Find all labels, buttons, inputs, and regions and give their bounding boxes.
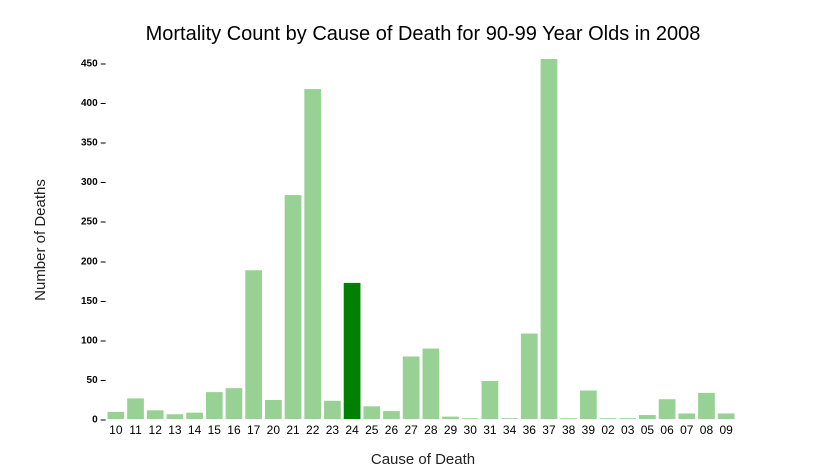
- x-tick-label: 21: [286, 423, 300, 437]
- x-tick-label: 24: [345, 423, 359, 437]
- x-tick-label: 07: [680, 423, 694, 437]
- y-tick-label: 150 –: [81, 296, 106, 307]
- x-tick-label: 17: [247, 423, 261, 437]
- x-tick-label: 38: [562, 423, 576, 437]
- bar-09[interactable]: [717, 413, 735, 419]
- x-axis-label: Cause of Death: [371, 451, 475, 468]
- bar-24[interactable]: [343, 282, 361, 419]
- x-tick-label: 15: [208, 423, 222, 437]
- bar-31[interactable]: [481, 381, 499, 419]
- bar-08[interactable]: [698, 392, 715, 419]
- x-tick-label: 08: [700, 423, 714, 437]
- bar-10[interactable]: [107, 411, 125, 419]
- bar-36[interactable]: [520, 333, 538, 419]
- x-axis-ticks: 10 11 12 13 14 15 16 17 20 21 22 23 24 25 26 27 28 29 30 31…: [109, 423, 733, 437]
- bar-14[interactable]: [186, 412, 203, 419]
- bar-27[interactable]: [402, 356, 420, 419]
- x-tick-label: 10: [109, 423, 123, 437]
- x-tick-label: 36: [523, 423, 537, 437]
- bar-07[interactable]: [678, 413, 696, 419]
- bar-22[interactable]: [304, 89, 322, 419]
- y-tick-label: 450 –: [81, 58, 106, 69]
- bar-23[interactable]: [324, 400, 341, 419]
- y-tick-label: 0 –: [92, 415, 106, 426]
- bars-group: [107, 59, 735, 419]
- bar-28[interactable]: [422, 348, 440, 419]
- x-tick-label: 05: [641, 423, 655, 437]
- bar-21[interactable]: [284, 195, 302, 419]
- bar-15[interactable]: [205, 392, 223, 419]
- bar-12[interactable]: [146, 410, 164, 419]
- bar-26[interactable]: [383, 411, 400, 419]
- x-tick-label: 25: [365, 423, 379, 437]
- x-tick-label: 20: [267, 423, 281, 437]
- x-tick-label: 23: [326, 423, 340, 437]
- y-tick-label: 250 –: [81, 217, 106, 228]
- x-tick-label: 31: [483, 423, 497, 437]
- bar-39[interactable]: [579, 390, 597, 419]
- bar-20[interactable]: [264, 400, 282, 419]
- x-tick-label: 16: [227, 423, 241, 437]
- x-tick-label: 11: [129, 423, 142, 437]
- y-tick-label: 350 –: [81, 138, 106, 149]
- y-tick-label: 100 –: [81, 335, 106, 346]
- x-tick-label: 37: [542, 423, 556, 437]
- y-axis-ticks: 0 – 50 – 100 – 150 – 200 – 250 – 300 – 350 – 400…: [81, 58, 106, 425]
- x-tick-label: 26: [385, 423, 399, 437]
- x-tick-label: 34: [503, 423, 517, 437]
- bar-13[interactable]: [166, 414, 184, 419]
- bar-17[interactable]: [245, 270, 263, 419]
- x-tick-label: 09: [719, 423, 733, 437]
- bar-03[interactable]: [619, 418, 637, 419]
- x-tick-label: 29: [444, 423, 458, 437]
- x-tick-label: 14: [188, 423, 202, 437]
- x-tick-label: 06: [660, 423, 674, 437]
- x-tick-label: 12: [149, 423, 163, 437]
- bar-38[interactable]: [560, 418, 578, 419]
- bar-16[interactable]: [225, 388, 243, 419]
- y-axis-label: Number of Deaths: [32, 179, 49, 301]
- x-tick-label: 13: [168, 423, 182, 437]
- x-tick-label: 03: [621, 423, 635, 437]
- bar-34[interactable]: [501, 418, 518, 419]
- y-tick-label: 50 –: [87, 375, 107, 386]
- x-tick-label: 28: [424, 423, 438, 437]
- x-tick-label: 39: [582, 423, 596, 437]
- bar-11[interactable]: [127, 398, 144, 419]
- y-tick-label: 300 –: [81, 177, 106, 188]
- x-tick-label: 30: [464, 423, 478, 437]
- bar-06[interactable]: [658, 399, 676, 419]
- y-tick-label: 200 –: [81, 256, 106, 267]
- x-tick-label: 22: [306, 423, 320, 437]
- x-tick-label: 27: [404, 423, 418, 437]
- y-tick-label: 400 –: [81, 98, 106, 109]
- bar-29[interactable]: [442, 416, 459, 419]
- chart-title: Mortality Count by Cause of Death for 90…: [146, 23, 701, 45]
- x-tick-label: 02: [601, 423, 615, 437]
- bar-05[interactable]: [639, 415, 656, 419]
- bar-37[interactable]: [540, 59, 558, 419]
- bar-25[interactable]: [363, 406, 381, 419]
- bar-30[interactable]: [461, 418, 479, 419]
- bar-02[interactable]: [599, 418, 617, 419]
